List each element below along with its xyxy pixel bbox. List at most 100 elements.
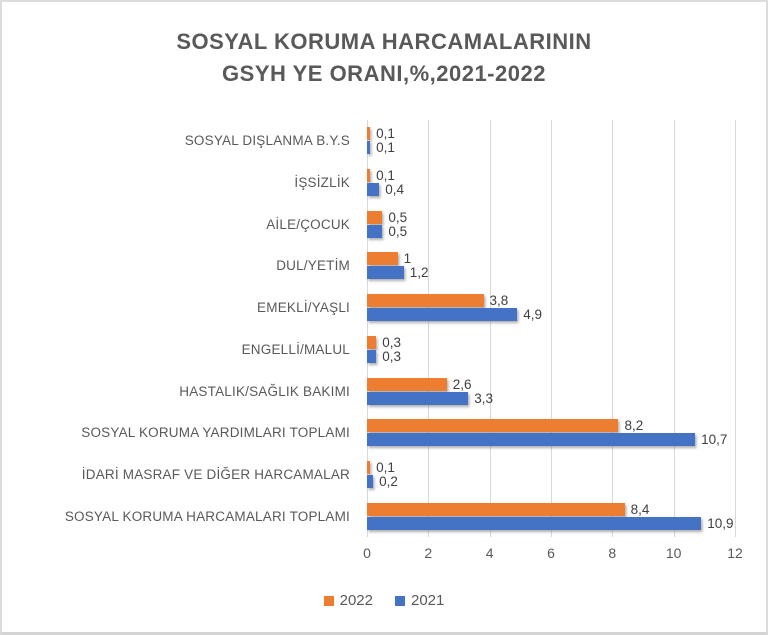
category-row: EMEKLİ/YAŞLI 3,8 4,9 — [2, 287, 766, 329]
bars-group: 0,1 0,2 — [367, 454, 766, 496]
bars-group: 2,6 3,3 — [367, 370, 766, 412]
bar-line-2022: 1 — [367, 251, 766, 267]
bar-2021 — [367, 224, 383, 238]
legend-label-2021: 2021 — [411, 592, 445, 609]
legend-swatch-2022 — [323, 595, 334, 606]
bar-2022 — [367, 169, 371, 183]
bar-line-2021: 1,2 — [367, 265, 766, 281]
category-row: HASTALIK/SAĞLIK BAKIMI 2,6 3,3 — [2, 370, 766, 412]
bars-group: 1 1,2 — [367, 245, 766, 287]
chart-title: SOSYAL KORUMA HARCAMALARININ GSYH YE ORA… — [2, 26, 766, 90]
bar-2022 — [367, 419, 619, 433]
bar-line-2021: 3,3 — [367, 390, 766, 406]
legend-item-2021: 2021 — [395, 592, 444, 609]
value-label-2021: 0,5 — [388, 223, 408, 239]
value-label-2021: 1,2 — [409, 265, 429, 281]
bar-2022 — [367, 335, 377, 349]
legend: 2022 2021 — [2, 592, 766, 609]
value-label-2021: 0,2 — [379, 473, 398, 489]
bar-line-2022: 2,6 — [367, 376, 766, 392]
bars-group: 0,5 0,5 — [367, 203, 766, 245]
bar-2021 — [367, 308, 518, 322]
chart-title-line1: SOSYAL KORUMA HARCAMALARININ — [176, 29, 592, 54]
category-row: SOSYAL DIŞLANMA B.Y.S 0,1 0,1 — [2, 120, 766, 162]
bar-2021 — [367, 349, 377, 363]
gridline — [735, 120, 736, 537]
category-label: SOSYAL DIŞLANMA B.Y.S — [184, 133, 350, 149]
bar-line-2021: 0,1 — [367, 140, 766, 156]
gridline — [612, 120, 614, 537]
value-label-2022: 8,2 — [624, 418, 644, 434]
category-rows: SOSYAL DIŞLANMA B.Y.S 0,1 0,1 İŞSİZLİK 0,1 0,… — [2, 120, 766, 537]
value-label-2022: 0,1 — [376, 168, 395, 184]
bars-group: 0,1 0,1 — [367, 120, 766, 162]
bar-2022 — [367, 460, 371, 474]
category-row: DUL/YETİM 1 1,2 — [2, 245, 766, 287]
value-label-2022: 0,3 — [382, 334, 401, 350]
x-tick-label: 4 — [485, 545, 494, 561]
gridlines — [367, 120, 736, 537]
category-row: SOSYAL KORUMA YARDIMLARI TOPLAMI 8,2 10,7 — [2, 412, 766, 454]
category-row: İŞSİZLİK 0,1 0,4 — [2, 162, 766, 204]
bar-2021 — [367, 391, 469, 405]
value-label-2022: 8,4 — [630, 501, 650, 517]
bar-2022 — [367, 377, 447, 391]
value-label-2021: 0,1 — [376, 140, 395, 156]
x-tick-label: 2 — [424, 545, 433, 561]
category-label: AİLE/ÇOCUK — [266, 216, 350, 232]
bars-group: 8,2 10,7 — [367, 412, 766, 454]
bar-line-2022: 0,5 — [367, 209, 766, 225]
value-label-2021: 0,3 — [382, 348, 401, 364]
gridline — [551, 120, 552, 537]
category-label: DUL/YETİM — [276, 258, 350, 274]
bar-2022 — [367, 210, 383, 224]
category-row: İDARİ MASRAF VE DİĞER HARCAMALAR 0,1 0,2 — [2, 454, 766, 496]
value-label-2022: 2,6 — [452, 376, 472, 392]
category-row: AİLE/ÇOCUK 0,5 0,5 — [2, 203, 766, 245]
category-label: SOSYAL KORUMA YARDIMLARI TOPLAMI — [81, 425, 350, 441]
gridline — [489, 120, 491, 537]
bar-line-2021: 10,9 — [367, 516, 766, 531]
bar-line-2022: 3,8 — [367, 293, 766, 308]
category-label: İDARİ MASRAF VE DİĞER HARCAMALAR — [81, 466, 350, 482]
x-tick-label: 8 — [608, 545, 617, 561]
x-tick-label: 12 — [727, 545, 743, 561]
bar-2022 — [367, 127, 371, 141]
bar-2021 — [367, 433, 696, 447]
value-label-2022: 1 — [403, 251, 412, 267]
bar-line-2021: 0,3 — [367, 348, 766, 364]
bars-group: 0,1 0,4 — [367, 162, 766, 204]
bar-2022 — [367, 252, 398, 266]
value-label-2021: 0,4 — [385, 182, 405, 198]
bar-line-2022: 0,1 — [367, 460, 766, 475]
bar-2022 — [367, 294, 484, 308]
bar-line-2021: 0,2 — [367, 473, 766, 489]
bar-2022 — [367, 502, 625, 516]
category-label: ENGELLİ/MALUL — [241, 341, 350, 357]
bar-line-2021: 10,7 — [367, 432, 766, 448]
bar-line-2021: 0,5 — [367, 223, 766, 239]
category-label: SOSYAL KORUMA HARCAMALARI TOPLAMI — [64, 508, 350, 524]
legend-label-2022: 2022 — [339, 592, 373, 609]
value-label-2021: 4,9 — [523, 307, 543, 323]
bar-line-2022: 0,1 — [367, 126, 766, 141]
category-label: HASTALIK/SAĞLIK BAKIMI — [179, 383, 350, 399]
category-label: İŞSİZLİK — [294, 175, 350, 191]
bar-2021 — [367, 183, 380, 197]
gridline — [367, 120, 368, 537]
plot-area: SOSYAL DIŞLANMA B.Y.S 0,1 0,1 İŞSİZLİK 0,1 0,… — [2, 120, 766, 537]
value-label-2021: 10,7 — [701, 432, 728, 448]
bar-line-2022: 8,4 — [367, 501, 766, 517]
bar-2021 — [367, 141, 371, 155]
bar-2021 — [367, 266, 404, 280]
legend-swatch-2021 — [395, 595, 405, 606]
legend-item-2022: 2022 — [323, 592, 373, 609]
value-label-2021: 3,3 — [474, 390, 493, 406]
x-tick-label: 10 — [665, 545, 682, 561]
x-tick-label: 6 — [547, 545, 555, 561]
category-row: ENGELLİ/MALUL 0,3 0,3 — [2, 329, 766, 371]
bar-line-2022: 0,3 — [367, 334, 766, 350]
x-axis: 0 2 4 6 8 10 12 — [363, 545, 743, 565]
gridline — [428, 120, 430, 537]
value-label-2022: 0,5 — [388, 209, 408, 225]
